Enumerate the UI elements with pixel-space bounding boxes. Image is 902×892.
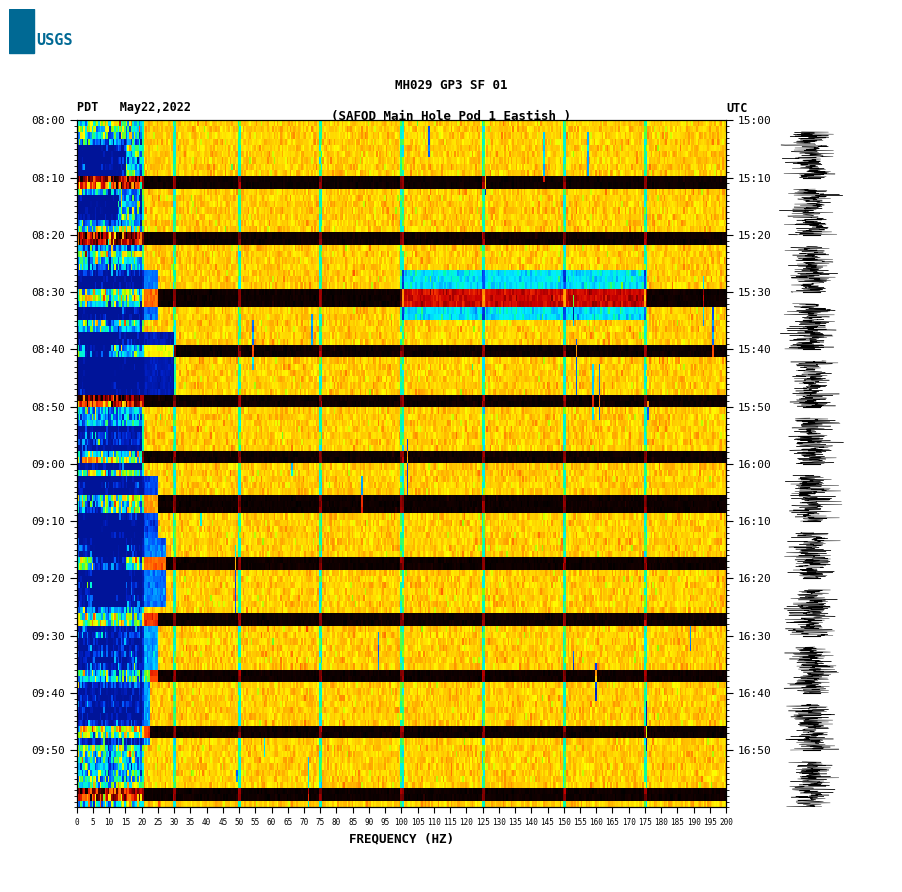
Text: (SAFOD Main Hole Pod 1 Eastish ): (SAFOD Main Hole Pod 1 Eastish ) — [331, 111, 571, 123]
Text: PDT   May22,2022: PDT May22,2022 — [77, 102, 190, 114]
Text: UTC: UTC — [726, 102, 748, 114]
Text: MH029 GP3 SF 01: MH029 GP3 SF 01 — [395, 79, 507, 92]
Bar — [9, 9, 34, 53]
X-axis label: FREQUENCY (HZ): FREQUENCY (HZ) — [349, 832, 454, 846]
Text: USGS: USGS — [36, 33, 73, 47]
